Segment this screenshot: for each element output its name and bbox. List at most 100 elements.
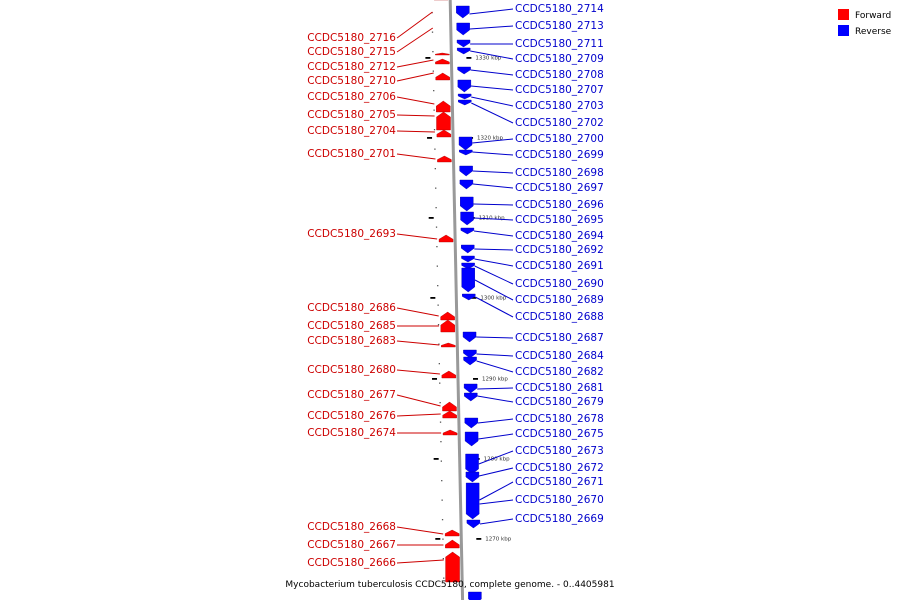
- minor-tick: [435, 207, 437, 209]
- minor-tick: [432, 51, 434, 53]
- forward-gene-shape: [438, 234, 454, 243]
- minor-tick: [433, 90, 435, 92]
- reverse-gene-label: CCDC5180_2684: [515, 350, 604, 362]
- reverse-gene-shape: [464, 392, 478, 402]
- forward-gene-label: CCDC5180_2680: [307, 364, 396, 376]
- forward-gene-label: CCDC5180_2666: [307, 557, 396, 569]
- reverse-gene-leader: [476, 360, 514, 373]
- reverse-gene-label: CCDC5180_2695: [515, 214, 604, 226]
- minor-tick: [439, 402, 441, 404]
- reverse-gene-label: CCDC5180_2679: [515, 396, 604, 408]
- reverse-gene-shape: [460, 196, 474, 212]
- reverse-gene-label: CCDC5180_2697: [515, 182, 604, 194]
- scale-tick-label: 1270 kbp: [485, 537, 511, 543]
- reverse-gene-leader: [478, 467, 514, 477]
- minor-tick: [433, 129, 436, 131]
- forward-gene-leader: [396, 114, 435, 117]
- forward-gene-shape: [435, 72, 450, 81]
- reverse-gene-label: CCDC5180_2699: [515, 149, 604, 161]
- minor-tick: [438, 343, 440, 345]
- forward-gene-label: CCDC5180_2667: [307, 539, 396, 551]
- minor-tick: [437, 285, 439, 287]
- reverse-gene-label: CCDC5180_2681: [515, 382, 604, 394]
- reverse-gene-label: CCDC5180_2670: [515, 494, 604, 506]
- reverse-gene-leader: [473, 217, 514, 221]
- reverse-gene-leader: [474, 248, 514, 251]
- forward-gene-label: CCDC5180_2712: [307, 61, 396, 73]
- scale-tick-left: [427, 137, 433, 139]
- figure-caption: Mycobacterium tuberculosis CCDC5180, com…: [285, 580, 614, 590]
- forward-gene-label: CCDC5180_2715: [307, 46, 396, 58]
- minor-tick: [440, 441, 442, 443]
- reverse-gene-leader: [473, 203, 514, 206]
- minor-tick: [435, 187, 437, 189]
- reverse-gene-shape: [456, 39, 471, 48]
- forward-gene-label: CCDC5180_2674: [307, 427, 396, 439]
- reverse-gene-shape: [464, 417, 479, 429]
- scale-tick-label: 1330 kbp: [475, 56, 501, 62]
- minor-tick: [436, 246, 438, 248]
- forward-gene-label: CCDC5180_2686: [307, 302, 396, 314]
- reverse-gene-leader: [471, 102, 514, 124]
- reverse-gene-leader: [478, 433, 514, 440]
- forward-gene-label: CCDC5180_2676: [307, 410, 396, 422]
- reverse-gene-leader: [477, 395, 514, 403]
- minor-tick: [431, 31, 434, 33]
- legend-reverse-label: Reverse: [855, 27, 892, 37]
- reverse-gene-label: CCDC5180_2688: [515, 311, 604, 323]
- forward-gene-leader: [396, 72, 434, 82]
- forward-gene-leader: [396, 394, 441, 407]
- scale-tick-right: [466, 57, 472, 59]
- forward-gene-leader: [396, 153, 436, 160]
- reverse-gene-label: CCDC5180_2703: [515, 100, 604, 112]
- forward-gene-shape: [440, 319, 455, 333]
- reverse-gene-labels: CCDC5180_2714 CCDC5180_2713 CCDC5180_2711 C…: [469, 3, 604, 525]
- forward-gene-shape: [435, 58, 450, 65]
- reverse-gene-label: CCDC5180_2698: [515, 167, 604, 179]
- forward-gene-label: CCDC5180_2716: [307, 32, 396, 44]
- reverse-gene-label: CCDC5180_2692: [515, 244, 604, 256]
- reverse-gene-label: CCDC5180_2713: [515, 20, 604, 32]
- reverse-gene-label: CCDC5180_2689: [515, 294, 604, 306]
- scale-tick-label: 1320 kbp: [477, 136, 503, 142]
- reverse-gene-shape: [459, 165, 473, 177]
- reverse-gene-leader: [477, 418, 514, 424]
- forward-gene-leader: [396, 130, 435, 133]
- minor-tick: [437, 324, 440, 326]
- reverse-gene-label: CCDC5180_2690: [515, 278, 604, 290]
- reverse-gene-shape: [462, 331, 477, 343]
- reverse-gene-label: CCDC5180_2687: [515, 332, 604, 344]
- reverse-gene-label: CCDC5180_2714: [515, 3, 604, 15]
- forward-gene-shape: [440, 311, 455, 321]
- scale-tick-left: [425, 57, 431, 59]
- forward-gene-label: CCDC5180_2706: [307, 91, 396, 103]
- forward-gene-leader: [396, 59, 434, 68]
- reverse-gene-label: CCDC5180_2696: [515, 199, 604, 211]
- scale-tick-label: 1290 kbp: [482, 377, 508, 383]
- forward-gene-label: CCDC5180_2704: [307, 125, 396, 137]
- forward-gene-label: CCDC5180_2677: [307, 389, 396, 401]
- reverse-gene-shape: [468, 591, 482, 600]
- reverse-gene-leader: [477, 387, 514, 390]
- minor-tick: [439, 421, 442, 423]
- reverse-gene-label: CCDC5180_2700: [515, 133, 604, 145]
- reverse-gene-label: CCDC5180_2682: [515, 366, 604, 378]
- forward-gene-shape: [436, 111, 451, 131]
- reverse-gene-label: CCDC5180_2702: [515, 117, 604, 129]
- reverse-gene-shape: [461, 244, 475, 254]
- forward-gene-label: CCDC5180_2683: [307, 335, 396, 347]
- reverse-gene-leader: [469, 25, 514, 30]
- forward-gene-labels: CCDC5180_2716 CCDC5180_2715 CCDC5180_2712 C…: [307, 11, 444, 569]
- forward-gene-leader: [396, 96, 435, 105]
- reverse-gene-leader: [472, 138, 514, 144]
- reverse-gene-shape: [465, 471, 480, 483]
- reverse-gene-shape: [461, 262, 475, 270]
- reverse-gene-leader: [474, 265, 514, 285]
- reverse-gene-shape: [463, 356, 477, 366]
- forward-gene-leader: [396, 27, 434, 53]
- forward-gene-shape: [435, 52, 450, 56]
- reverse-gene-shape: [462, 293, 476, 301]
- reverse-gene-leader: [479, 518, 514, 525]
- reverse-gene-label: CCDC5180_2671: [515, 476, 604, 488]
